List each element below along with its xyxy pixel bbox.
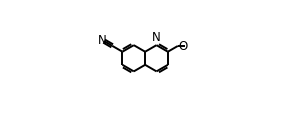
Text: O: O [178,40,187,53]
Text: N: N [152,31,161,44]
Text: N: N [98,34,106,47]
